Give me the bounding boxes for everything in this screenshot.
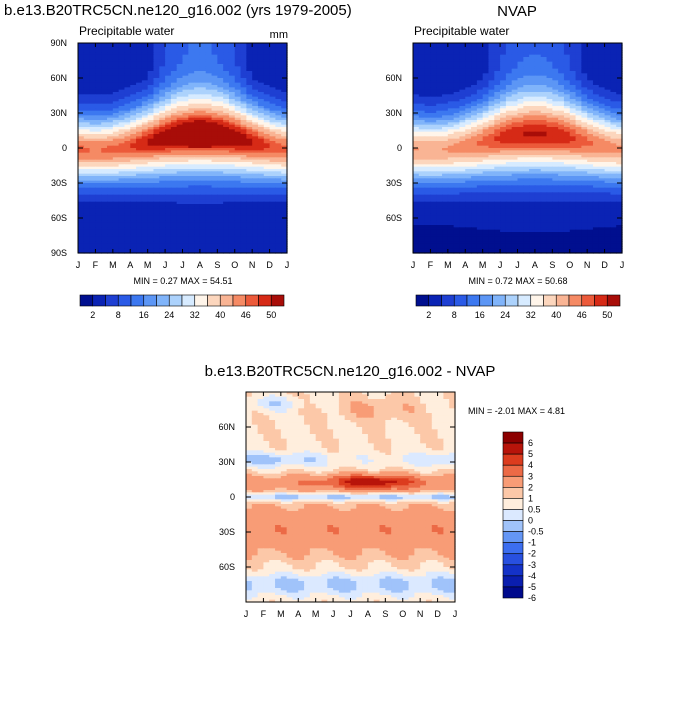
panel-subtitle-left: Precipitable water [79, 24, 174, 38]
colorbar-swatch [169, 295, 182, 306]
colorbar-swatch [246, 295, 259, 306]
y-tick-label: 30N [50, 108, 67, 118]
colorbar-label: 40 [215, 310, 225, 320]
colorbar-swatch [208, 295, 221, 306]
x-tick-label: J [76, 260, 81, 270]
panel-units: mm [270, 29, 288, 41]
plot-area [78, 43, 288, 254]
colorbar-swatch [195, 295, 208, 306]
y-tick-label: 60N [50, 73, 67, 83]
colorbar-label: 2 [90, 310, 95, 320]
colorbar-swatch [144, 295, 157, 306]
colorbar-swatch [118, 295, 131, 306]
colorbar-swatch [93, 295, 106, 306]
colorbar-swatch [106, 295, 119, 306]
x-tick-label: J [180, 260, 185, 270]
x-tick-label: A [127, 260, 133, 270]
colorbar-label: 50 [266, 310, 276, 320]
colorbar-swatch [259, 295, 272, 306]
colorbar [80, 295, 284, 306]
y-tick-label: 60S [51, 213, 67, 223]
y-tick-label: 0 [62, 143, 67, 153]
colorbar-label: 46 [241, 310, 251, 320]
y-tick-label: 90S [51, 248, 67, 258]
y-tick-label: 90N [50, 38, 67, 48]
colorbar-swatch [233, 295, 246, 306]
colorbar-label: 32 [190, 310, 200, 320]
min-max-stats: MIN = 0.27 MAX = 54.51 [133, 276, 232, 286]
colorbar-swatch [220, 295, 233, 306]
panel-title: b.e13.B20TRC5CN.ne120_g16.002 (yrs 1979-… [4, 2, 352, 19]
colorbar-swatch [182, 295, 195, 306]
x-tick-label: F [93, 260, 99, 270]
colorbar-swatch [80, 295, 93, 306]
colorbar-swatch [157, 295, 170, 306]
y-tick-label: 30S [51, 178, 67, 188]
colorbar-labels: 2 8 16 24 32 40 46 50 [90, 310, 276, 320]
colorbar-label: 8 [116, 310, 121, 320]
plot-area [413, 43, 623, 254]
y-axis-labels: 90N 60N 30N 0 30S 60S 90S [50, 38, 67, 258]
colorbar-swatch [271, 295, 284, 306]
x-tick-label: A [197, 260, 203, 270]
x-tick-label: J [285, 260, 290, 270]
x-tick-label: S [214, 260, 220, 270]
colorbar-swatch [131, 295, 144, 306]
x-tick-label: O [231, 260, 238, 270]
model-panel: b.e13.B20TRC5CN.ne120_g16.002 (yrs 1979-… [4, 2, 352, 320]
panel-title: NVAP [497, 3, 537, 20]
x-tick-label: M [144, 260, 152, 270]
x-tick-label: N [249, 260, 256, 270]
colorbar-label: 16 [139, 310, 149, 320]
panel-subtitle-left: Precipitable water [414, 24, 509, 38]
colorbar-label: 24 [164, 310, 174, 320]
x-tick-label: J [163, 260, 168, 270]
x-tick-label: M [109, 260, 117, 270]
x-tick-label: D [266, 260, 273, 270]
